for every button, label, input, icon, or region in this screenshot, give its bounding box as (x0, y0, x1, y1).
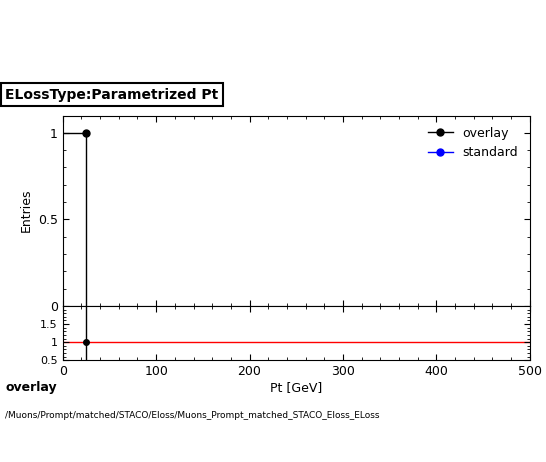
X-axis label: Pt [GeV]: Pt [GeV] (270, 381, 322, 394)
Text: ELossType:Parametrized Pt: ELossType:Parametrized Pt (5, 88, 219, 102)
Y-axis label: Entries: Entries (19, 189, 32, 232)
Text: /Muons/Prompt/matched/STACO/Eloss/Muons_Prompt_matched_STACO_Eloss_ELoss: /Muons/Prompt/matched/STACO/Eloss/Muons_… (5, 411, 380, 420)
Legend: overlay, standard: overlay, standard (423, 122, 524, 164)
Text: overlay: overlay (5, 381, 57, 394)
